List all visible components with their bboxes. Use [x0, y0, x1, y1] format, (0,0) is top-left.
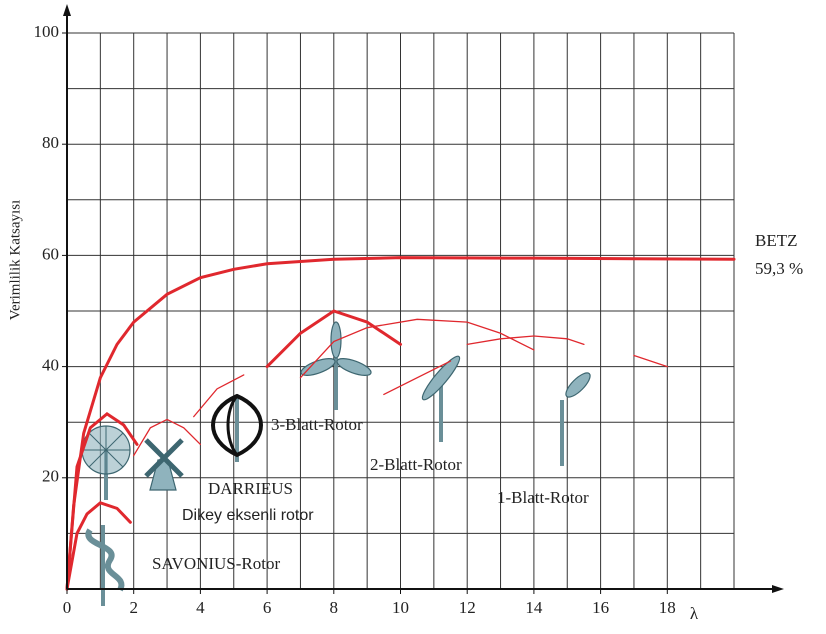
x-axis-label: λ [690, 604, 699, 623]
rotor-icons [81, 321, 591, 606]
y-tick-label: 40 [42, 356, 59, 375]
x-tick-label: 8 [330, 598, 339, 617]
x-axis-arrow [772, 585, 784, 593]
annotation: 59,3 % [755, 259, 803, 278]
annotation: Dikey eksenli rotor [182, 507, 314, 524]
annotation: 1-Blatt-Rotor [497, 488, 589, 507]
annotation: 2-Blatt-Rotor [370, 455, 462, 474]
x-tick-label: 12 [459, 598, 476, 617]
y-tick-label: 20 [42, 467, 59, 486]
x-tick-label: 2 [129, 598, 138, 617]
x-tick-label: 0 [63, 598, 72, 617]
rotor-curve [193, 374, 245, 418]
grid [67, 32, 735, 589]
annotation: DARRIEUS [208, 479, 293, 498]
y-tick-label: 60 [42, 244, 59, 263]
rotor-curve [383, 360, 452, 396]
x-tick-label: 16 [592, 598, 609, 617]
rotor-curve [466, 335, 585, 346]
rotor-curve [299, 318, 535, 379]
annotation: 3-Blatt-Rotor [271, 415, 363, 434]
y-tick-label: 80 [42, 133, 59, 152]
x-tick-label: 18 [659, 598, 676, 617]
x-tick-label: 4 [196, 598, 205, 617]
rotor-curve [65, 411, 139, 591]
rotor-curve [265, 309, 402, 369]
annotation: SAVONIUS-Rotor [152, 554, 280, 573]
x-tick-label: 10 [392, 598, 409, 617]
y-tick-label: 100 [34, 22, 60, 41]
labels: 20 40 60 80 100 0 2 4 6 8 10 12 14 16 18 λ Verimlilik Ka… [7, 4, 803, 623]
rotor-curve [65, 256, 736, 591]
y-axis-arrow [63, 4, 71, 16]
curves [65, 256, 736, 591]
annotation: BETZ [755, 231, 798, 250]
y-axis-label: Verimlilik Katsayısı [7, 200, 23, 320]
x-tick-label: 6 [263, 598, 272, 617]
rotor-curve [133, 418, 202, 457]
rotor-curve [65, 501, 132, 591]
rotor-curve [633, 354, 668, 368]
x-tick-label: 14 [525, 598, 543, 617]
